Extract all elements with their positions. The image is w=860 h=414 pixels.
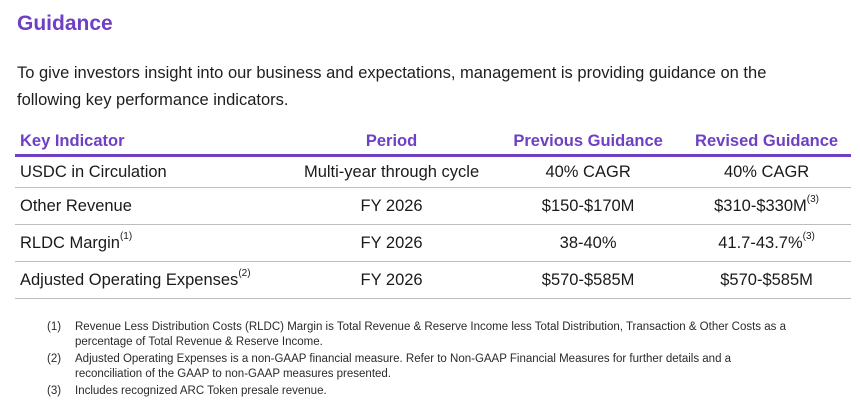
row-period: Multi-year through cycle bbox=[289, 155, 495, 188]
footnote-text: Adjusted Operating Expenses is a non-GAA… bbox=[75, 353, 732, 380]
row-period: FY 2026 bbox=[289, 261, 495, 299]
footnote-ref: (2) bbox=[238, 268, 251, 279]
footnote-ref: (3) bbox=[806, 194, 820, 205]
footnote: (2) Adjusted Operating Expenses is a non… bbox=[47, 352, 787, 382]
row-indicator-label: USDC in Circulation bbox=[20, 162, 167, 181]
guidance-table: Key Indicator Period Previous Guidance R… bbox=[15, 128, 851, 299]
row-revised: 40% CAGR bbox=[682, 155, 851, 188]
row-indicator: USDC in Circulation bbox=[15, 155, 290, 188]
footnote-number: (2) bbox=[47, 353, 62, 365]
page-title: Guidance bbox=[17, 12, 113, 35]
table-row: Other Revenue FY 2026 $150-$170M $310-$3… bbox=[15, 187, 851, 225]
footnote: (3) Includes recognized ARC Token presal… bbox=[47, 384, 787, 399]
row-previous: $150-$170M bbox=[494, 187, 683, 225]
row-indicator-label: Other Revenue bbox=[20, 196, 132, 215]
footnote-number: (1) bbox=[47, 321, 62, 333]
table-row: RLDC Margin(1) FY 2026 38-40% 41.7-43.7%… bbox=[15, 224, 851, 262]
row-previous: 40% CAGR bbox=[494, 155, 683, 188]
row-indicator: RLDC Margin(1) bbox=[15, 224, 290, 262]
intro-paragraph: To give investors insight into our busin… bbox=[17, 64, 767, 109]
row-indicator: Adjusted Operating Expenses(2) bbox=[15, 261, 290, 299]
row-revised-value: 41.7-43.7% bbox=[718, 233, 803, 252]
footnote-text: Revenue Less Distribution Costs (RLDC) M… bbox=[75, 321, 786, 348]
row-previous: $570-$585M bbox=[494, 261, 683, 299]
row-revised-value: $310-$330M bbox=[714, 196, 807, 215]
footnote-number: (3) bbox=[47, 385, 62, 397]
header-previous-guidance: Previous Guidance bbox=[494, 128, 683, 157]
row-revised: $310-$330M(3) bbox=[682, 187, 851, 225]
header-key-indicator: Key Indicator bbox=[15, 128, 290, 157]
row-indicator: Other Revenue bbox=[15, 187, 290, 225]
table-row: Adjusted Operating Expenses(2) FY 2026 $… bbox=[15, 261, 851, 299]
row-indicator-label: RLDC Margin bbox=[20, 233, 120, 252]
row-revised-value: $570-$585M bbox=[720, 270, 813, 289]
row-indicator-label: Adjusted Operating Expenses bbox=[20, 270, 239, 289]
header-period: Period bbox=[289, 128, 495, 157]
row-revised: $570-$585M bbox=[682, 261, 851, 299]
footnote-text: Includes recognized ARC Token presale re… bbox=[75, 385, 327, 397]
row-period: FY 2026 bbox=[289, 187, 495, 225]
footnote-ref: (1) bbox=[119, 231, 133, 242]
row-revised: 41.7-43.7%(3) bbox=[682, 224, 851, 262]
header-revised-guidance: Revised Guidance bbox=[682, 128, 851, 157]
footnotes: (1) Revenue Less Distribution Costs (RLD… bbox=[47, 320, 787, 401]
footnote: (1) Revenue Less Distribution Costs (RLD… bbox=[47, 320, 787, 350]
row-period: FY 2026 bbox=[289, 224, 495, 262]
table-row: USDC in Circulation Multi-year through c… bbox=[15, 155, 851, 188]
table-header-row: Key Indicator Period Previous Guidance R… bbox=[15, 128, 851, 157]
row-revised-value: 40% CAGR bbox=[723, 162, 810, 181]
footnote-ref: (3) bbox=[802, 231, 815, 242]
row-previous: 38-40% bbox=[494, 224, 683, 262]
